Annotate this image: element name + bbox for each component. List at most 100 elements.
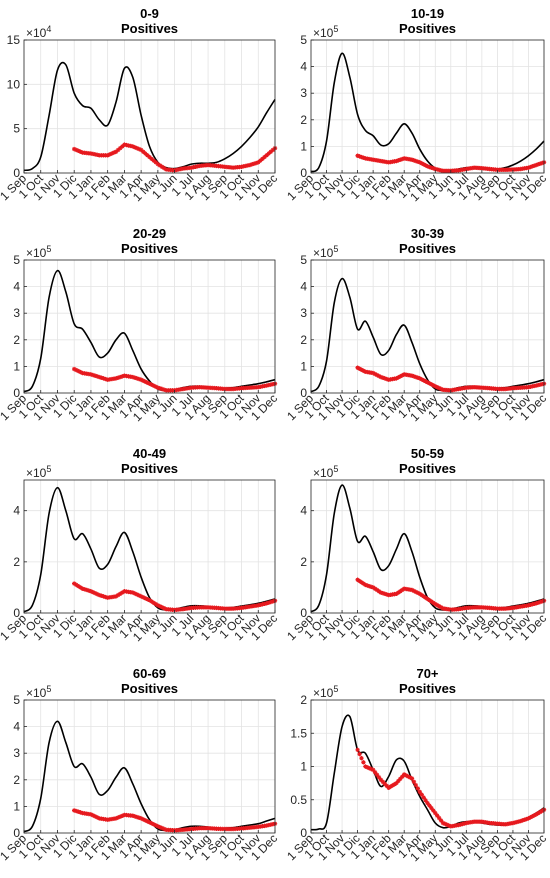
data-marker <box>429 599 434 604</box>
y-tick-label: 1.5 <box>290 726 307 740</box>
data-marker <box>76 583 81 589</box>
data-marker <box>378 374 384 380</box>
data-marker <box>118 591 123 597</box>
data-marker <box>415 590 420 596</box>
data-marker <box>134 145 140 151</box>
y-tick-label: 4 <box>300 280 307 294</box>
data-marker <box>400 373 405 378</box>
data-marker <box>433 384 438 389</box>
y-tick-label: 0 <box>300 606 307 620</box>
data-marker <box>398 157 403 162</box>
axes-box <box>23 479 276 614</box>
data-marker <box>382 591 387 597</box>
data-marker <box>372 586 378 591</box>
data-marker <box>359 367 364 372</box>
data-markers <box>72 581 278 613</box>
data-marker <box>382 376 387 381</box>
data-marker <box>155 824 161 829</box>
y-multiplier: ×105 <box>313 464 338 480</box>
data-marker <box>138 377 144 382</box>
data-marker <box>258 158 263 163</box>
data-marker <box>155 603 161 608</box>
data-marker <box>132 591 138 596</box>
y-multiplier: ×105 <box>313 244 338 260</box>
y-tick-label: 10 <box>7 77 21 91</box>
data-marker <box>161 387 167 392</box>
y-multiplier: ×105 <box>26 244 51 260</box>
y-multiplier: ×105 <box>26 464 51 480</box>
data-marker <box>425 800 430 806</box>
data-marker <box>405 774 411 779</box>
data-marker <box>374 372 380 378</box>
data-marker <box>537 599 543 605</box>
y-tick-label: 4 <box>13 280 20 294</box>
data-marker <box>396 375 401 380</box>
data-marker <box>120 374 125 379</box>
data-marker <box>539 160 545 166</box>
data-marker <box>157 604 163 609</box>
data-marker <box>161 826 167 832</box>
data-marker <box>396 778 401 784</box>
chart-subtitle: Positives <box>121 241 178 256</box>
data-marker <box>157 386 163 391</box>
data-marker <box>145 597 150 602</box>
data-marker <box>431 166 436 171</box>
y-tick-label: 1 <box>13 359 20 373</box>
data-marker <box>147 381 152 386</box>
data-marker <box>99 593 104 598</box>
y-tick-label: 2 <box>13 773 20 787</box>
data-marker <box>78 149 83 154</box>
data-marker <box>78 585 83 590</box>
data-marker <box>425 380 430 385</box>
y-tick-label: 3 <box>13 746 20 760</box>
data-marker <box>88 589 94 594</box>
data-marker <box>115 815 121 820</box>
data-marker <box>384 592 389 597</box>
y-multiplier: ×105 <box>313 24 338 40</box>
data-marker <box>368 584 374 589</box>
data-marker <box>438 386 444 392</box>
data-marker <box>268 149 274 154</box>
data-marker <box>417 376 422 381</box>
data-marker <box>136 146 142 152</box>
data-marker <box>372 371 378 377</box>
plot-area <box>311 260 544 393</box>
data-marker <box>88 372 94 377</box>
data-marker <box>535 162 541 167</box>
data-marker <box>433 601 438 607</box>
axes-box <box>310 259 545 394</box>
data-marker <box>74 147 79 153</box>
chart-subtitle: Positives <box>121 21 178 36</box>
data-marker <box>107 152 112 157</box>
data-marker <box>92 373 98 378</box>
data-marker <box>359 755 364 761</box>
data-marker <box>113 594 119 599</box>
data-marker <box>141 595 146 600</box>
data-marker <box>151 822 156 827</box>
data-marker <box>436 604 442 609</box>
data-marker <box>417 160 422 165</box>
chart-subtitle: Positives <box>121 461 178 476</box>
data-marker <box>153 601 158 607</box>
data-marker <box>72 146 77 152</box>
y-tick-label: 5 <box>13 693 20 707</box>
y-tick-label: 3 <box>13 306 20 320</box>
data-marker <box>429 165 434 170</box>
data-marker <box>115 375 121 380</box>
data-marker <box>370 767 376 773</box>
data-marker <box>411 374 417 379</box>
data-marker <box>266 151 271 156</box>
data-marker <box>419 592 424 598</box>
data-marker <box>440 820 446 826</box>
chart-subtitle: Positives <box>399 461 456 476</box>
data-marker <box>155 161 161 167</box>
data-marker <box>535 600 541 605</box>
data-marker <box>378 590 384 595</box>
data-marker <box>130 144 135 149</box>
data-marker <box>417 591 422 597</box>
data-marker <box>97 592 102 598</box>
data-marker <box>380 779 386 784</box>
data-marker <box>419 377 424 382</box>
data-marker <box>103 594 108 600</box>
